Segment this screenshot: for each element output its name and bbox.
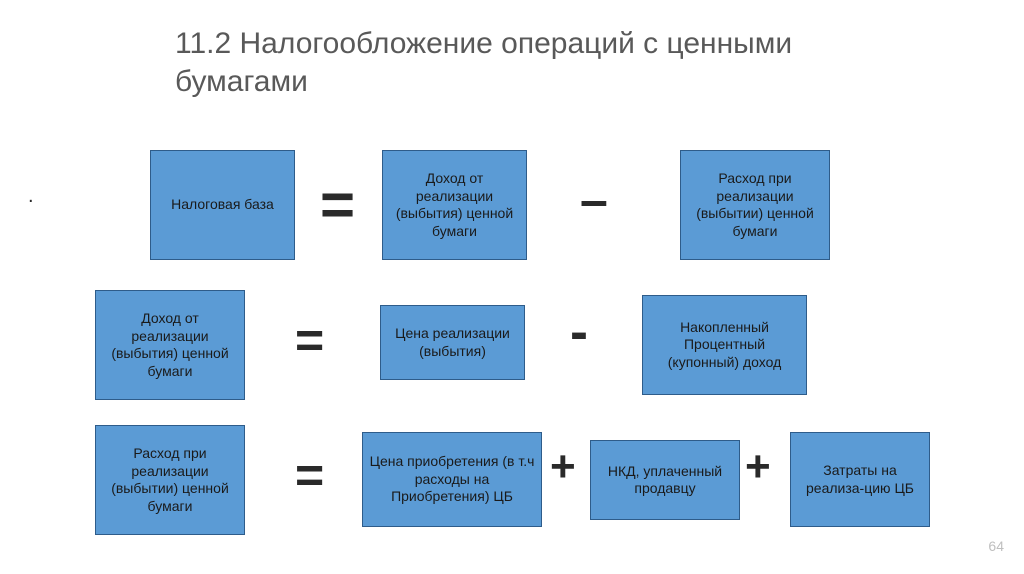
row2-box-coupon: Накопленный Процентный (купонный) доход [642, 295, 807, 395]
slide-title: 11.2 Налогообложение операций с ценными … [175, 25, 815, 100]
row3-op-equals: = [295, 450, 324, 500]
row3-op-plus2: + [745, 445, 771, 489]
slide: 11.2 Налогообложение операций с ценными … [0, 0, 1024, 574]
row3-box-nkd: НКД, уплаченный продавцу [590, 440, 740, 520]
row2-op-minus: - [570, 305, 588, 359]
row3-box-expense: Расход при реализации (выбытии) ценной б… [95, 425, 245, 535]
row2-op-equals: = [295, 315, 324, 365]
row3-box-costs: Затраты на реализа-цию ЦБ [790, 432, 930, 527]
row2-box-income: Доход от реализации (выбытия) ценной бум… [95, 290, 245, 400]
row1-box-income: Доход от реализации (выбытия) ценной бум… [382, 150, 527, 260]
row3-op-plus1: + [550, 445, 576, 489]
page-number: 64 [988, 538, 1004, 554]
row1-box-expense: Расход при реализации (выбытии) ценной б… [680, 150, 830, 260]
row1-op-equals: = [320, 175, 355, 235]
bullet-dot: . [28, 185, 34, 208]
row1-op-minus: – [580, 175, 608, 225]
row2-box-price: Цена реализации (выбытия) [380, 305, 525, 380]
row3-box-acq-price: Цена приобретения (в т.ч расходы на Прио… [362, 432, 542, 527]
row1-box-tax-base: Налоговая база [150, 150, 295, 260]
